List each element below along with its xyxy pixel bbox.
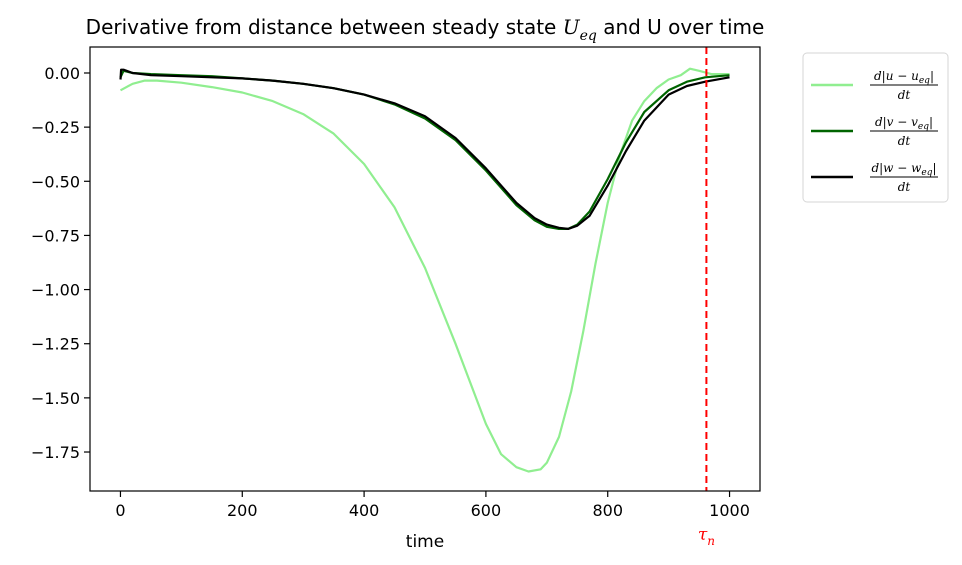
x-tick-label: 200 [227, 501, 258, 520]
plot-lines [119, 67, 730, 473]
x-tick-label: 800 [592, 501, 623, 520]
chart-title-symbol: U [563, 15, 581, 39]
y-tick-label: −1.00 [31, 281, 80, 300]
legend-label-numerator: d|v − veq| [875, 115, 933, 132]
x-tick-label: 400 [349, 501, 380, 520]
y-tick-label: −0.75 [31, 226, 80, 245]
legend-label-denominator: dt [898, 88, 911, 102]
legend-label-numerator: d|w − weq| [871, 161, 936, 178]
tau-label: τn [698, 525, 715, 548]
y-tick-label: −0.50 [31, 172, 80, 191]
y-tick-label: −1.50 [31, 389, 80, 408]
chart-title-subscript: eq [580, 28, 597, 44]
x-tick-label: 0 [115, 501, 125, 520]
chart-title-suffix: and U over time [597, 15, 764, 39]
chart-title: Derivative from distance between steady … [86, 15, 765, 44]
y-tick-label: −1.75 [31, 443, 80, 462]
y-tick-label: −0.25 [31, 118, 80, 137]
chart-title-prefix: Derivative from distance between steady … [86, 15, 563, 39]
x-axis: 0 200 400 600 800 1000 [115, 491, 750, 520]
x-axis-title: time [406, 532, 444, 552]
legend-label-numerator: d|u − ueq| [874, 69, 934, 86]
axes-frame [89, 46, 761, 492]
vline-layer: τn [698, 47, 715, 548]
legend-label-denominator: dt [898, 134, 911, 148]
y-tick-label: 0.00 [44, 64, 80, 83]
x-tick-label: 600 [471, 501, 502, 520]
series-line-3 [119, 68, 730, 230]
y-axis: 0.00 −0.25 −0.50 −0.75 −1.00 −1.25 −1.50 −1.75 [31, 64, 90, 462]
series-line-1 [119, 67, 730, 473]
y-tick-label: −1.25 [31, 335, 80, 354]
legend-label-denominator: dt [898, 180, 911, 194]
x-tick-label: 1000 [709, 501, 750, 520]
legend-box [802, 52, 949, 203]
legend: d|u − ueq| dt d|v − veq| dt d|w − weq| dt [802, 52, 949, 203]
series-line-2 [119, 69, 730, 230]
